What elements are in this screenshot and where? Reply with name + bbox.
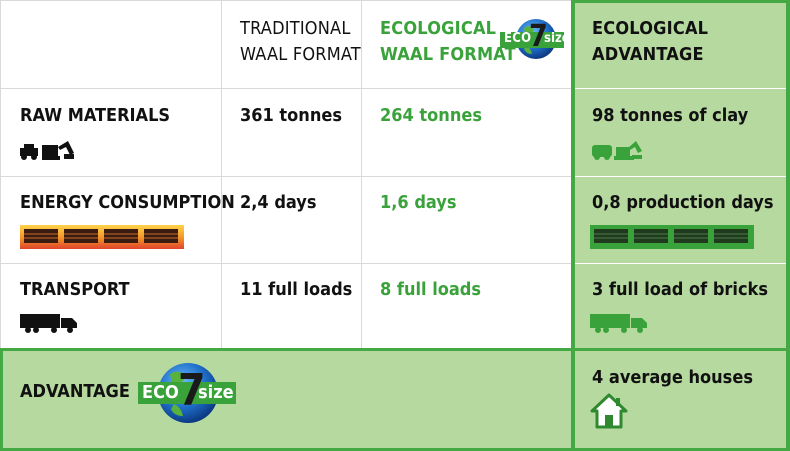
logo-large-eco-text: ECO: [142, 382, 179, 403]
house-icon: [590, 393, 628, 433]
header-ecological-line1: ECOLOGICAL: [380, 18, 497, 39]
row-transport-traditional: 11 full loads: [240, 279, 353, 300]
mining-machines-green-icon: [592, 139, 644, 165]
logo-eco-text: ECO: [504, 31, 532, 46]
header-ecological-line2: WAAL FORMAT: [380, 44, 516, 65]
footer-advantage-value: 4 average houses: [592, 367, 753, 388]
truck-green-icon: [590, 312, 648, 338]
row-energy-advantage: 0,8 production days: [592, 192, 774, 213]
kiln-green-icon: [590, 225, 754, 253]
header-traditional-line1: TRADITIONAL: [240, 18, 351, 39]
advantage-row-bg: [0, 350, 573, 451]
row-transport-label: TRANSPORT: [20, 279, 130, 300]
row-raw-materials-advantage: 98 tonnes of clay: [592, 105, 749, 126]
header-advantage-line1: ECOLOGICAL: [592, 18, 709, 39]
footer-advantage-label: ADVANTAGE: [20, 381, 130, 402]
row-transport-ecological: 8 full loads: [380, 279, 482, 300]
logo-large-size-text: size: [198, 382, 234, 403]
logo-size-text: size: [544, 31, 570, 46]
eco7size-logo-small: ECO 7 size: [498, 18, 570, 62]
row-energy-ecological: 1,6 days: [380, 192, 457, 213]
row-raw-materials-traditional: 361 tonnes: [240, 105, 342, 126]
header-advantage-line2: ADVANTAGE: [592, 44, 704, 65]
logo-seven-text: 7: [529, 19, 548, 54]
row-energy-label: ENERGY CONSUMPTION: [20, 192, 235, 213]
mining-machines-icon: [20, 139, 76, 165]
kiln-icon: [20, 225, 184, 253]
eco7size-logo-large: ECO 7 size: [138, 362, 236, 424]
row-raw-materials-ecological: 264 tonnes: [380, 105, 482, 126]
truck-icon: [20, 312, 78, 338]
row-energy-traditional: 2,4 days: [240, 192, 317, 213]
header-traditional-line2: WAAL FORMAT: [240, 44, 361, 65]
row-raw-materials-label: RAW MATERIALS: [20, 105, 171, 126]
row-transport-advantage: 3 full load of bricks: [592, 279, 768, 300]
logo-large-seven-text: 7: [178, 365, 206, 416]
